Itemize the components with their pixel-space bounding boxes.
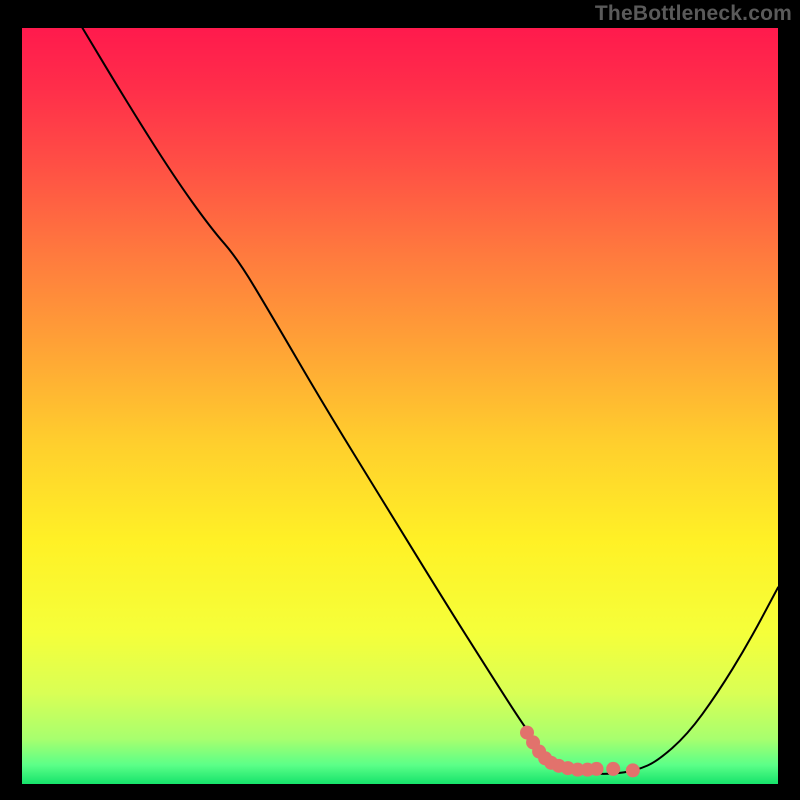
marker-point — [590, 762, 604, 776]
marker-series — [520, 726, 640, 778]
main-curve — [82, 28, 778, 774]
chart-frame: TheBottleneck.com — [0, 0, 800, 800]
chart-svg — [22, 28, 778, 784]
watermark-text: TheBottleneck.com — [595, 2, 792, 26]
marker-point — [626, 763, 640, 777]
plot-area — [22, 28, 778, 784]
marker-point — [606, 762, 620, 776]
